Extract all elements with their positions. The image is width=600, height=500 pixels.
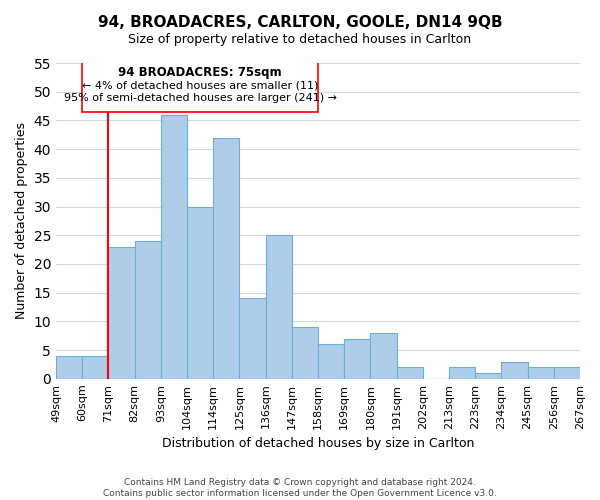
Bar: [554, 368, 580, 379]
Bar: [109, 246, 134, 379]
Text: ← 4% of detached houses are smaller (11): ← 4% of detached houses are smaller (11): [82, 80, 319, 90]
Bar: [82, 356, 109, 379]
Bar: [344, 338, 370, 379]
Bar: [239, 298, 266, 379]
FancyBboxPatch shape: [82, 62, 318, 112]
Bar: [397, 368, 423, 379]
Bar: [475, 373, 502, 379]
Text: Size of property relative to detached houses in Carlton: Size of property relative to detached ho…: [128, 32, 472, 46]
Bar: [266, 236, 292, 379]
Bar: [292, 327, 318, 379]
Bar: [370, 333, 397, 379]
Y-axis label: Number of detached properties: Number of detached properties: [15, 122, 28, 320]
Bar: [318, 344, 344, 379]
Text: 94 BROADACRES: 75sqm: 94 BROADACRES: 75sqm: [118, 66, 282, 80]
Bar: [56, 356, 82, 379]
Bar: [527, 368, 554, 379]
Text: 94, BROADACRES, CARLTON, GOOLE, DN14 9QB: 94, BROADACRES, CARLTON, GOOLE, DN14 9QB: [98, 15, 502, 30]
Bar: [187, 206, 213, 379]
Bar: [161, 114, 187, 379]
Bar: [213, 138, 239, 379]
Text: Contains HM Land Registry data © Crown copyright and database right 2024.
Contai: Contains HM Land Registry data © Crown c…: [103, 478, 497, 498]
Bar: [502, 362, 527, 379]
Text: 95% of semi-detached houses are larger (241) →: 95% of semi-detached houses are larger (…: [64, 94, 337, 104]
X-axis label: Distribution of detached houses by size in Carlton: Distribution of detached houses by size …: [162, 437, 474, 450]
Bar: [134, 241, 161, 379]
Bar: [449, 368, 475, 379]
